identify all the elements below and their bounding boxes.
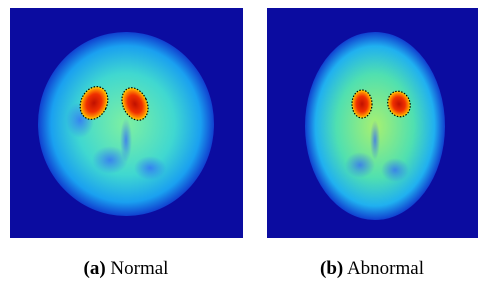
scan-normal <box>10 8 243 238</box>
caption: (b) Abnormal <box>320 258 424 279</box>
page: (a) Normal (b) Abnormal (() => { const d… <box>0 0 488 282</box>
scan-abnormal <box>267 8 478 238</box>
figure: (a) Normal (b) Abnormal <box>0 0 488 282</box>
caption: (a) Normal <box>84 258 169 279</box>
panel-label: (b) <box>320 258 343 279</box>
panel-label: (a) <box>84 258 106 279</box>
panel-caption: Abnormal <box>347 258 424 279</box>
panel-caption: Normal <box>110 258 168 279</box>
